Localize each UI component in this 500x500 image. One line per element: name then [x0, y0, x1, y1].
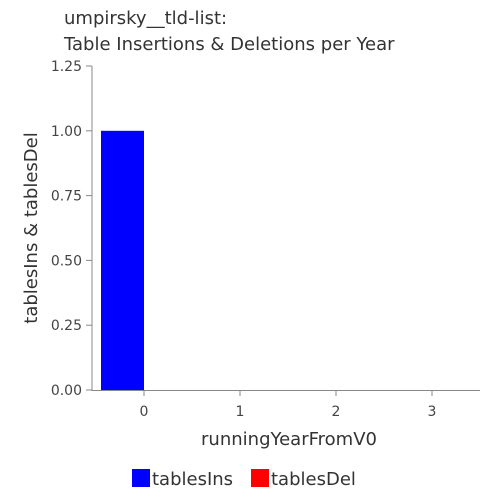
y-tick-label-0: 0.00: [51, 383, 82, 399]
legend-swatch-tablesDel: [251, 469, 269, 487]
x-tick-label-3: 3: [428, 404, 437, 420]
legend-label-tablesIns: tablesIns: [152, 469, 233, 490]
y-axis-title: tablesIns & tablesDel: [21, 132, 42, 323]
bar-tablesIns-0: [101, 131, 144, 390]
legend-swatch-tablesIns: [132, 469, 150, 487]
chart-title-line-2: Table Insertions & Deletions per Year: [63, 34, 395, 55]
y-tick-label-4: 1.00: [51, 124, 82, 140]
chart-title-line-1: umpirsky__tld-list:: [64, 8, 227, 29]
y-tick-label-5: 1.25: [51, 59, 82, 75]
x-axis-title: runningYearFromV0: [201, 429, 377, 450]
legend: tablesIns tablesDel: [132, 469, 356, 490]
x-tick-label-1: 1: [236, 404, 245, 420]
plot-area: 0.00 0.25 0.50 0.75 1.00 1.25 0 1 2 3: [51, 59, 480, 420]
y-tick-label-1: 0.25: [51, 318, 82, 334]
legend-label-tablesDel: tablesDel: [271, 469, 356, 490]
x-tick-label-0: 0: [140, 404, 149, 420]
y-tick-label-2: 0.50: [51, 253, 82, 269]
y-tick-label-3: 0.75: [51, 189, 82, 205]
x-tick-label-2: 2: [332, 404, 341, 420]
